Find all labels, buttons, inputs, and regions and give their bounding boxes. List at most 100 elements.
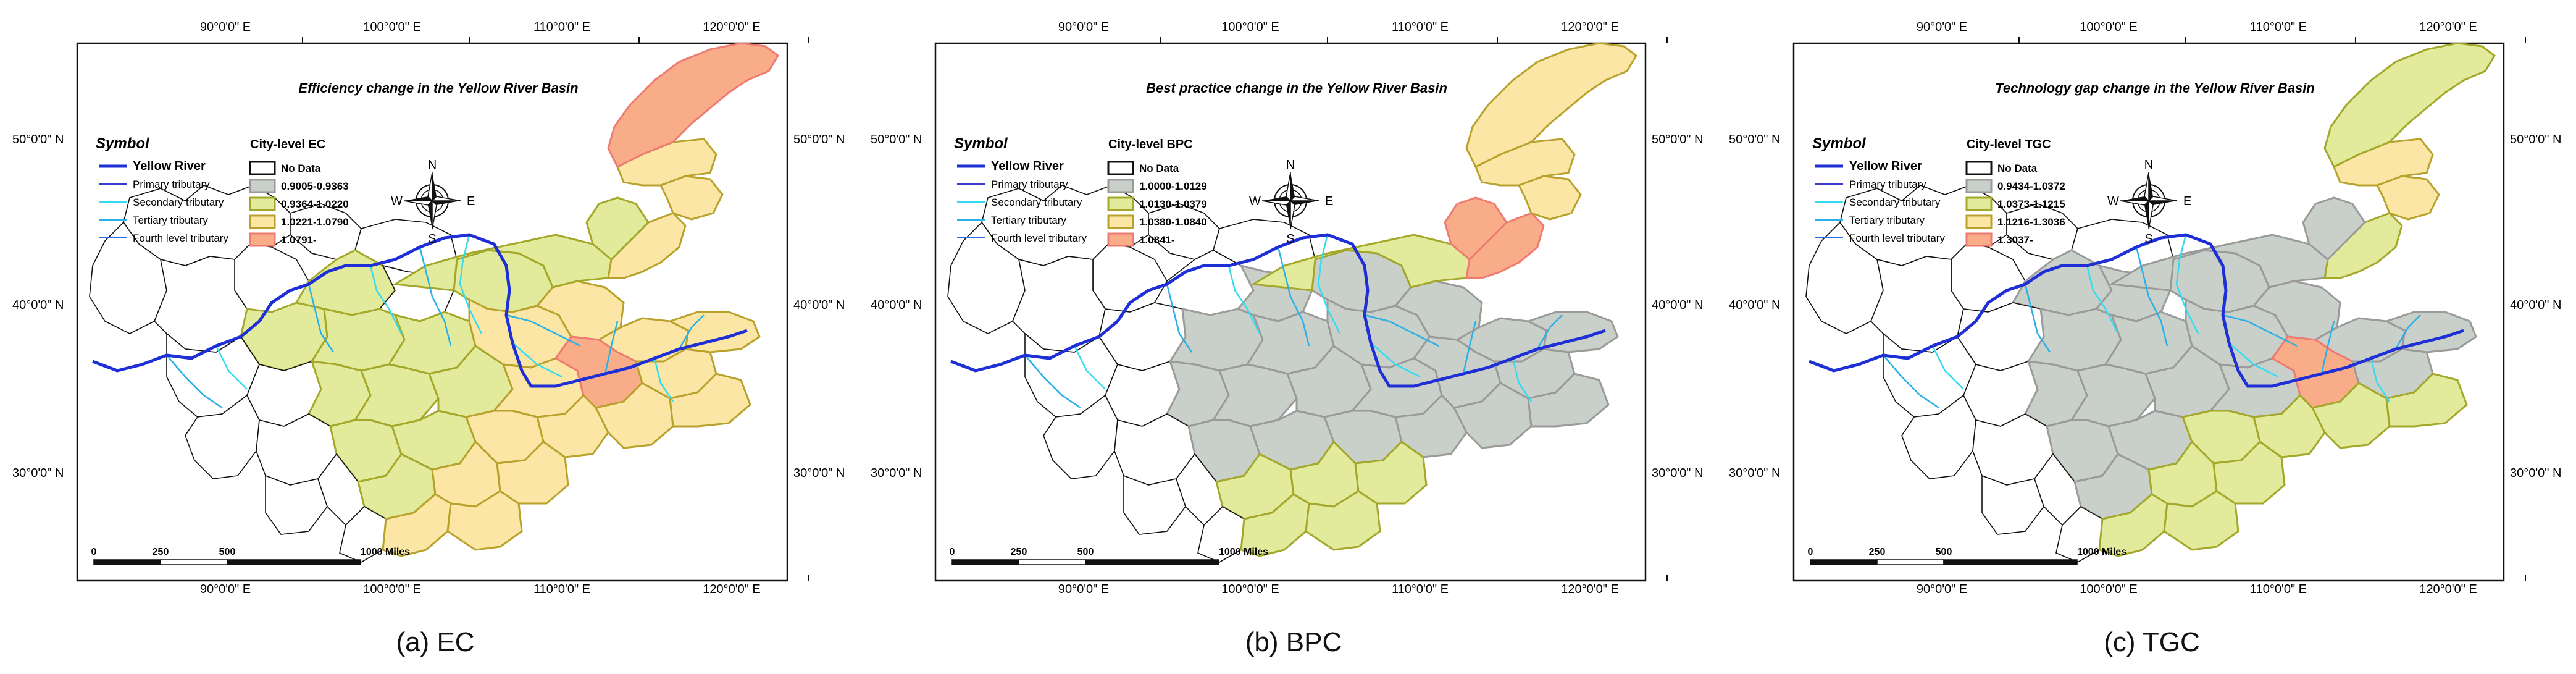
scale-bar-label: 0 — [1808, 547, 1813, 557]
compass-s: S — [2144, 232, 2152, 246]
compass-e: E — [1325, 195, 1333, 208]
city-region — [1465, 42, 1637, 169]
scale-bar — [93, 559, 361, 565]
city-region — [1250, 234, 1477, 292]
symbol-legend-item: Primary tributary — [133, 179, 210, 190]
longitude-label-top: 100°0'0" E — [363, 20, 420, 34]
compass-e: E — [467, 195, 475, 208]
city-regions — [89, 42, 779, 563]
tributary-line — [419, 246, 452, 347]
longitude-label-bottom: 110°0'0" E — [2250, 583, 2307, 596]
yellow-river-line — [950, 233, 1606, 388]
longitude-label-bottom: 100°0'0" E — [1221, 583, 1279, 596]
longitude-label-top: 100°0'0" E — [2080, 20, 2137, 34]
latitude-label-right: 50°0'0" N — [2510, 133, 2561, 146]
map-title: Efficiency change in the Yellow River Ba… — [298, 80, 578, 96]
class-swatch — [249, 179, 276, 193]
city-region — [2109, 234, 2335, 292]
city-region — [1123, 474, 1186, 535]
city-region — [1517, 175, 1582, 221]
map-panel-2: 90°0'0" E 90°0'0" E 100°0'0" E 100°0'0" E 11… — [858, 0, 1717, 674]
compass-e: E — [2183, 195, 2191, 208]
class-legend-label: 1.3037- — [1997, 234, 2033, 246]
longitude-label-top: 100°0'0" E — [1221, 20, 1279, 34]
tributary-line — [2394, 314, 2421, 350]
class-legend-label: 1.0380-1.0840 — [1139, 216, 1207, 228]
class-swatch — [1965, 232, 1993, 247]
panel-caption: (b) BPC — [1245, 627, 1342, 657]
longitude-label-top: 90°0'0" E — [200, 20, 251, 34]
class-swatch — [1107, 232, 1134, 247]
longitude-label-bottom: 120°0'0" E — [2419, 583, 2477, 596]
compass-n: N — [1286, 158, 1295, 172]
longitude-label-bottom: 120°0'0" E — [1561, 583, 1618, 596]
symbol-legend-item: Yellow River — [991, 159, 1064, 173]
tributary-line — [1536, 314, 1563, 350]
scale-bar-label: 1000 Miles — [1219, 547, 1268, 557]
tributary-line — [604, 321, 619, 374]
tributary-line — [1227, 265, 1261, 334]
latitude-label-right: 30°0'0" N — [2510, 466, 2561, 480]
city-region — [659, 175, 724, 221]
yellow-river-line — [92, 233, 748, 388]
latitude-label-right: 50°0'0" N — [1652, 133, 1703, 146]
scale-bar — [1810, 559, 2078, 565]
city-region — [2375, 175, 2440, 221]
longitude-label-bottom: 90°0'0" E — [1917, 583, 1967, 596]
symbol-legend-item: Fourth level tributary — [1849, 232, 1945, 244]
tributary-line — [1883, 355, 1939, 409]
latitude-label-right: 40°0'0" N — [793, 298, 845, 312]
compass-w: W — [1249, 195, 1261, 208]
tributary-line — [1364, 314, 1439, 347]
symbol-legend-item: Primary tributary — [1849, 179, 1926, 190]
class-legend-label: 1.0221-1.0790 — [281, 216, 349, 228]
city-region — [607, 42, 779, 169]
longitude-label-bottom: 90°0'0" E — [200, 583, 251, 596]
map-title: Technology gap change in the Yellow Rive… — [1995, 80, 2315, 96]
city-region — [1043, 394, 1118, 479]
scale-bar-label: 500 — [1936, 547, 1952, 557]
class-swatch — [1107, 179, 1134, 193]
symbol-legend-item: Tertiary tributary — [991, 214, 1066, 226]
scale-bar-label: 250 — [1869, 547, 1886, 557]
scale-bar-label: 0 — [91, 547, 97, 557]
scale-bar-label: 250 — [153, 547, 169, 557]
class-legend-title: City-level EC — [250, 138, 325, 151]
longitude-label-bottom: 110°0'0" E — [533, 583, 590, 596]
tributary-line — [1166, 284, 1193, 353]
map-title: Best practice change in the Yellow River… — [1146, 80, 1447, 96]
tributary-line — [2320, 321, 2335, 374]
class-legend-label: 1.0841- — [1139, 234, 1175, 246]
class-legend-title: City-level TGC — [1967, 138, 2051, 151]
city-region — [1901, 394, 1976, 479]
symbol-legend-item: Secondary tributary — [1849, 196, 1941, 208]
compass-w: W — [2107, 195, 2119, 208]
city-region — [265, 474, 328, 535]
longitude-label-top: 110°0'0" E — [533, 20, 590, 34]
map-svg: 90°0'0" E 90°0'0" E 100°0'0" E 100°0'0" E 11… — [871, 20, 1703, 596]
city-region — [2302, 196, 2366, 261]
class-legend-label: 0.9364-1.0220 — [281, 198, 349, 210]
scale-bar-label: 500 — [219, 547, 236, 557]
class-legend-label: 1.0000-1.0129 — [1139, 180, 1207, 192]
tributary-line — [1462, 321, 1477, 374]
tributary-line — [2228, 342, 2279, 378]
latitude-label-left: 50°0'0" N — [871, 133, 922, 146]
city-region — [585, 196, 650, 261]
class-swatch — [1107, 196, 1134, 211]
city-region — [2384, 311, 2477, 353]
compass-n: N — [2144, 158, 2153, 172]
class-legend-label: 1.1216-1.3036 — [1997, 216, 2065, 228]
longitude-label-top: 120°0'0" E — [1561, 20, 1618, 34]
symbol-legend-item: Fourth level tributary — [991, 232, 1087, 244]
scale-bar-label: 500 — [1077, 547, 1094, 557]
scale-bar — [951, 559, 1219, 565]
latitude-label-left: 30°0'0" N — [871, 466, 922, 480]
city-region — [1805, 221, 1884, 334]
latitude-label-left: 40°0'0" N — [12, 298, 64, 312]
city-region — [185, 394, 260, 479]
city-region — [947, 221, 1026, 334]
class-legend-label: No Data — [281, 162, 321, 174]
longitude-label-top: 120°0'0" E — [2419, 20, 2477, 34]
symbol-legend-item: Secondary tributary — [133, 196, 224, 208]
